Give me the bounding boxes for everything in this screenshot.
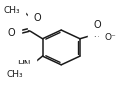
Text: O⁻: O⁻	[104, 33, 116, 42]
Text: O: O	[33, 13, 41, 23]
Text: CH₃: CH₃	[6, 70, 23, 79]
Text: N⁺: N⁺	[93, 30, 105, 39]
Text: CH₃: CH₃	[3, 6, 20, 15]
Text: O: O	[93, 20, 101, 30]
Text: HN: HN	[17, 60, 31, 69]
Text: O: O	[7, 28, 15, 38]
